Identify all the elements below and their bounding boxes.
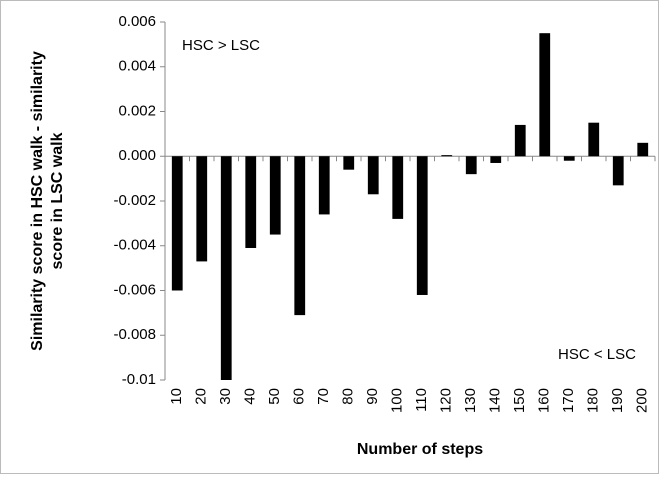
x-tick-label: 140 <box>487 388 504 413</box>
y-axis-title: Similarity score in HSC walk - similarit… <box>29 51 46 351</box>
bar <box>563 156 575 161</box>
bar <box>196 156 208 262</box>
x-tick-label: 10 <box>168 388 185 405</box>
bar <box>269 156 281 235</box>
y-axis-title: score in LSC walk <box>49 132 66 269</box>
x-tick-label: 80 <box>340 388 357 405</box>
bar <box>367 156 379 195</box>
x-axis-title: Number of steps <box>357 441 483 458</box>
y-tick-label: 0.006 <box>118 13 156 30</box>
annotation: HSC > LSC <box>182 37 260 54</box>
bar <box>294 156 306 316</box>
bar <box>539 33 551 157</box>
x-tick-label: 110 <box>413 388 430 412</box>
x-tick-label: 180 <box>585 388 602 413</box>
x-tick-label: 120 <box>438 388 455 413</box>
x-tick-label: 150 <box>511 388 528 413</box>
x-tick-label: 50 <box>266 388 283 405</box>
x-tick-label: 60 <box>291 388 308 405</box>
x-tick-label: 30 <box>217 388 234 405</box>
x-tick-label: 160 <box>536 388 553 413</box>
y-tick-label: -0.002 <box>113 192 156 209</box>
bar <box>245 156 257 248</box>
x-tick-label: 130 <box>462 388 479 413</box>
x-tick-label: 170 <box>560 388 577 413</box>
bar <box>171 156 183 291</box>
y-tick-label: -0.004 <box>113 237 156 254</box>
y-tick-label: -0.008 <box>113 326 156 343</box>
bar <box>490 156 502 163</box>
bar <box>612 156 624 186</box>
y-tick-label: -0.01 <box>122 371 156 388</box>
x-tick-label: 70 <box>315 388 332 405</box>
bar <box>318 156 330 215</box>
x-tick-label: 100 <box>389 388 406 413</box>
x-tick-label: 200 <box>634 388 651 413</box>
x-tick-label: 190 <box>609 388 626 413</box>
y-tick-label: -0.006 <box>113 281 156 298</box>
bar <box>637 142 649 157</box>
annotation: HSC < LSC <box>558 346 636 363</box>
x-tick-label: 20 <box>193 388 210 405</box>
bar <box>343 156 355 170</box>
bar <box>392 156 404 219</box>
bar <box>465 156 477 175</box>
y-tick-label: 0.002 <box>118 102 156 119</box>
y-tick-label: 0.004 <box>118 58 156 75</box>
y-tick-label: 0.000 <box>118 147 156 164</box>
x-tick-label: 40 <box>242 388 259 405</box>
bar <box>588 122 600 157</box>
bar <box>416 156 428 295</box>
x-tick-label: 90 <box>364 388 381 405</box>
bar <box>514 124 526 157</box>
bar <box>220 156 232 380</box>
bar <box>441 155 453 157</box>
